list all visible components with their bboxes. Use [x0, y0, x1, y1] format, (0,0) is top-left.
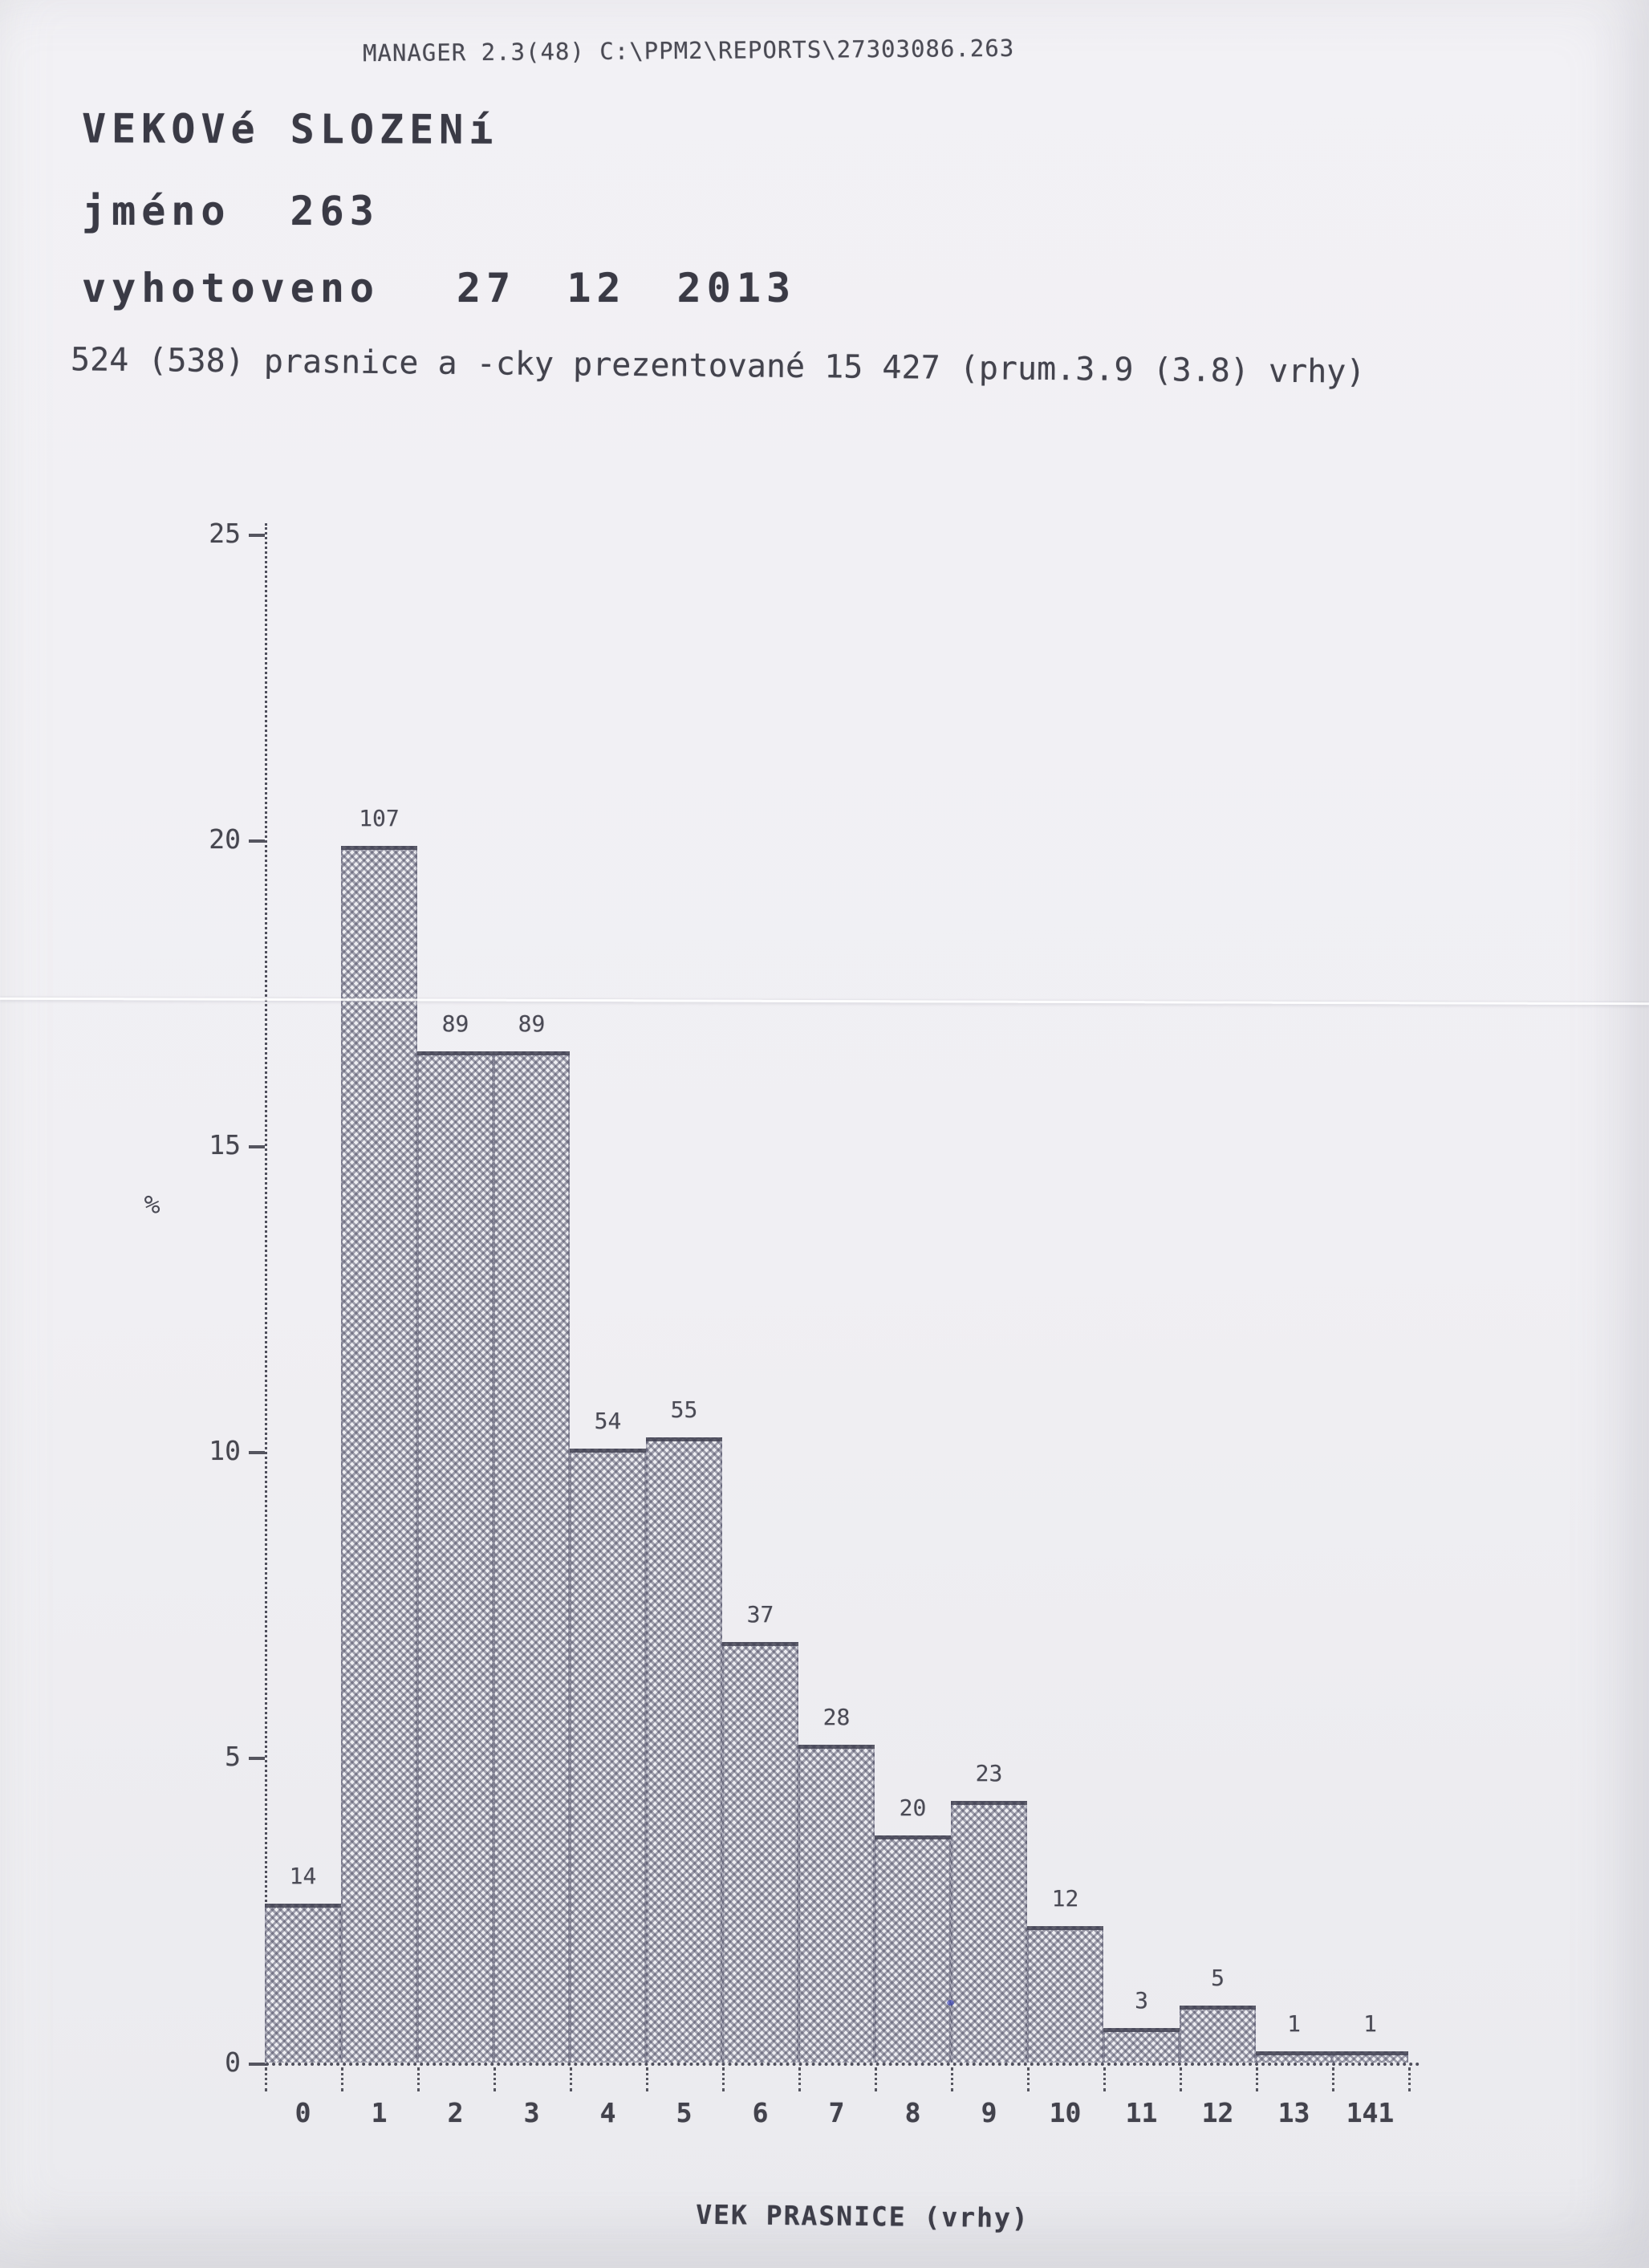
x-axis-title: VEK PRASNICE (vrhy) [696, 2198, 1030, 2234]
y-axis-tick-label: 15 [209, 1129, 241, 1160]
x-axis-tick [265, 2067, 267, 2091]
issued-value: 27 12 2013 [457, 265, 797, 311]
y-axis-tick-label: 5 [225, 1741, 241, 1772]
name-line: jméno 263 [82, 188, 380, 234]
x-axis-tick [798, 2067, 801, 2091]
histogram-bar [722, 1642, 798, 2063]
y-axis-tick [249, 1145, 265, 1148]
y-axis-tick [249, 839, 265, 843]
bar-value-label: 3 [1135, 1987, 1148, 2014]
x-axis-tick-label: 4 [599, 2097, 616, 2128]
x-axis-tick [1180, 2067, 1182, 2091]
x-axis-tick [493, 2067, 496, 2091]
x-axis-tick [417, 2067, 420, 2091]
x-axis-tick-label: 6 [752, 2097, 769, 2128]
issued-label: vyhotoveno [82, 265, 380, 311]
x-axis-tick-label: 10 [1049, 2097, 1082, 2128]
name-value: 263 [290, 188, 380, 234]
bar-value-label: 54 [594, 1408, 622, 1434]
x-axis-tick [646, 2067, 648, 2091]
x-axis-tick-label: 13 [1277, 2097, 1310, 2128]
bar-value-label: 1 [1287, 2010, 1301, 2037]
y-axis-tick-label: 25 [209, 518, 241, 549]
x-axis-tick [1332, 2067, 1334, 2091]
y-axis-tick [249, 2063, 265, 2066]
y-axis-tick-label: 0 [225, 2046, 241, 2078]
x-axis-tick-label: 3 [523, 2097, 540, 2128]
issued-line: vyhotoveno 27 12 2013 [82, 265, 796, 311]
y-axis-tick [249, 1451, 265, 1454]
x-axis-line [253, 2063, 1420, 2066]
y-axis-unit-label: % [143, 1189, 161, 1221]
x-axis-tick-label: 9 [981, 2097, 997, 2128]
histogram-bar [875, 1835, 951, 2063]
x-axis-tick-label: 5 [676, 2097, 692, 2128]
x-axis-tick [1027, 2067, 1030, 2091]
x-axis-tick [722, 2067, 725, 2091]
histogram-bar [798, 1745, 875, 2063]
y-axis-tick [249, 1757, 265, 1760]
histogram-bar [570, 1449, 646, 2063]
y-axis-tick-label: 10 [209, 1435, 241, 1466]
x-axis-tick [341, 2067, 343, 2091]
bar-value-label: 28 [822, 1704, 851, 1730]
x-axis-tick-label: 7 [828, 2097, 845, 2128]
bar-value-label: 20 [899, 1794, 927, 1821]
x-axis-tick [1408, 2067, 1411, 2091]
histogram-bar [417, 1051, 493, 2063]
histogram-bar [1103, 2028, 1180, 2063]
bar-value-label: 89 [518, 1010, 546, 1037]
x-axis-tick [875, 2067, 877, 2091]
x-axis-tick-label: 2 [447, 2097, 464, 2128]
bar-value-label: 12 [1051, 1885, 1079, 1912]
x-axis-tick-label: 141 [1346, 2097, 1395, 2128]
bar-value-label: 89 [441, 1010, 469, 1037]
bar-value-label: 14 [289, 1863, 317, 1889]
x-axis-tick-label: 11 [1125, 2097, 1158, 2128]
x-axis-tick-label: 8 [904, 2097, 921, 2128]
x-axis-tick [570, 2067, 572, 2091]
x-axis-tick-label: 0 [294, 2097, 311, 2128]
ink-speck [947, 2000, 954, 2006]
histogram-bar [1180, 2006, 1256, 2063]
histogram-bar [341, 846, 417, 2063]
histogram-bar [1256, 2051, 1332, 2063]
bar-value-label: 1 [1363, 2010, 1377, 2037]
name-label: jméno [82, 188, 231, 234]
bar-value-label: 107 [359, 805, 400, 831]
bar-value-label: 37 [746, 1601, 774, 1628]
x-axis-tick [1256, 2067, 1258, 2091]
bar-value-label: 5 [1211, 1965, 1225, 1991]
histogram-bar [951, 1801, 1027, 2063]
x-axis-tick [951, 2067, 953, 2091]
histogram-bar [493, 1051, 570, 2063]
histogram-bar [265, 1904, 341, 2063]
histogram-bar [1027, 1926, 1103, 2063]
x-axis-tick-label: 12 [1201, 2097, 1234, 2128]
x-axis-tick [1103, 2067, 1106, 2091]
bar-value-label: 23 [975, 1760, 1003, 1786]
x-axis-tick-label: 1 [371, 2097, 388, 2128]
y-axis-line [265, 523, 267, 2066]
bar-value-label: 55 [670, 1396, 698, 1423]
histogram-bar [1332, 2051, 1408, 2063]
y-axis-tick-label: 20 [209, 823, 241, 855]
y-axis-tick [249, 534, 265, 537]
histogram-bar [646, 1437, 722, 2063]
